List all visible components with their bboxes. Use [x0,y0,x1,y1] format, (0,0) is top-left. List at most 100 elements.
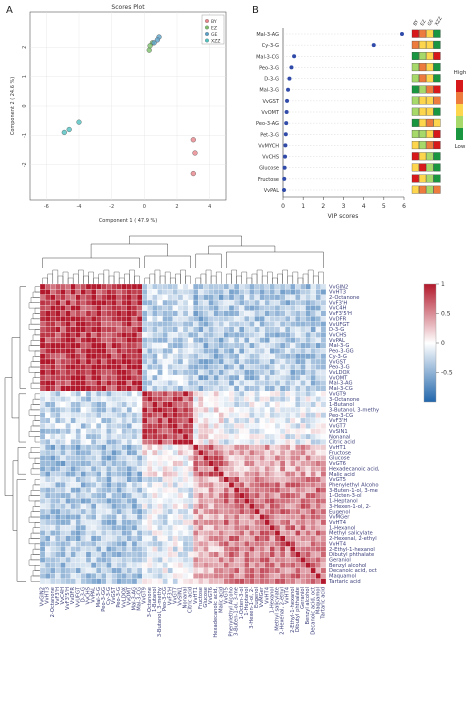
column-dendrogram-branch [159,275,166,284]
heatmap-cell [203,524,209,531]
heatmap-cell [259,407,265,413]
heatmap-cell [285,326,291,333]
heatmap-cell [167,449,173,456]
heatmap-cell [239,567,245,574]
heatmap-cell [264,283,270,290]
heatmap-cell [136,369,143,376]
score-point-by [190,170,196,177]
heatmap-cell [239,310,245,317]
vip-group-cell [433,107,441,116]
heatmap-cell [269,541,276,547]
heatmap-cell [142,332,148,338]
heatmap-cell [239,557,245,563]
vip-group-cell [433,63,441,72]
heatmap-cell [44,455,51,461]
heatmap-cell [285,391,291,397]
heatmap-cell [65,396,71,402]
heatmap-cell [96,417,102,424]
heatmap-cell [233,337,240,344]
heatmap-cell [310,407,316,413]
heatmap-cell [254,391,260,397]
heatmap-cell [285,305,291,311]
heatmap-row-label: VvGT9 [329,391,346,397]
heatmap-cell [131,455,138,461]
heatmap-cell [279,391,286,397]
vip-group-cell [433,52,441,60]
heatmap-cell [320,498,327,504]
heatmap-cell [147,498,153,504]
heatmap-cell [157,396,163,402]
heatmap-cell [228,391,235,397]
heatmap-cell [264,519,270,526]
heatmap-cell [96,519,102,526]
heatmap-cell [85,385,92,392]
heatmap-cell [172,374,179,381]
row-dendrogram-branch [30,318,40,325]
heatmap-cell [193,417,199,424]
heatmap-cell [167,326,173,333]
heatmap-cell [315,460,322,467]
heatmap-cell [96,460,102,467]
heatmap-cell [290,492,296,499]
heatmap-cell [90,439,97,445]
heatmap-cell [239,385,245,392]
heatmap-cell [239,498,245,504]
heatmap-cell [121,449,127,456]
heatmap-cell [147,460,153,467]
heatmap-cell [147,524,153,531]
heatmap-cell [172,562,179,569]
heatmap-cell [203,519,209,526]
heatmap-cell [126,466,133,472]
heatmap-cell [157,337,163,344]
heatmap-cell [50,358,56,365]
heatmap-cell [75,294,81,301]
heatmap-cell [239,455,245,461]
heatmap-cell [279,535,286,542]
heatmap-cell [142,567,148,574]
heatmap-cell [285,321,291,327]
heatmap-cell [274,519,281,526]
heatmap-column-label: Decanoic acid, oct [310,587,316,635]
heatmap-cell [300,460,306,467]
heatmap-cell [290,476,296,483]
heatmap-cell [310,439,316,445]
heatmap-cell [106,337,112,344]
heatmap-cell [285,466,291,472]
heatmap-cell [157,353,163,360]
heatmap-cell [111,353,117,360]
heatmap-cell [167,530,173,536]
heatmap-cell [315,289,322,295]
heatmap-cell [50,460,56,467]
heatmap-cell [131,503,138,510]
heatmap-cell [80,289,87,295]
heatmap-cell [131,535,138,542]
heatmap-cell [264,562,270,569]
heatmap-cell [85,353,92,360]
heatmap-cell [126,348,133,354]
heatmap-cell [116,541,122,547]
heatmap-cell [290,578,296,585]
heatmap-cell [264,524,270,531]
heatmap-cell [116,466,122,472]
heatmap-cell [259,498,265,504]
row-dendrogram-branch [32,506,40,512]
heatmap-cell [44,530,51,536]
heatmap-cell [111,567,117,574]
heatmap-cell [39,380,46,386]
heatmap-cell [90,299,97,306]
heatmap-cell [233,562,240,569]
heatmap-cell [233,310,240,317]
heatmap-cell [121,364,127,370]
heatmap-cell [70,514,76,520]
heatmap-cell [300,471,306,477]
heatmap-cell [44,492,51,499]
heatmap-cell [182,492,189,499]
heatmap-cell [295,283,301,290]
heatmap-cell [177,423,184,429]
heatmap-cell [75,374,81,381]
heatmap-cell [85,391,92,397]
heatmap-cell [121,503,127,510]
heatmap-cell [65,573,71,579]
heatmap-cell [80,541,87,547]
heatmap-cell [55,551,61,558]
